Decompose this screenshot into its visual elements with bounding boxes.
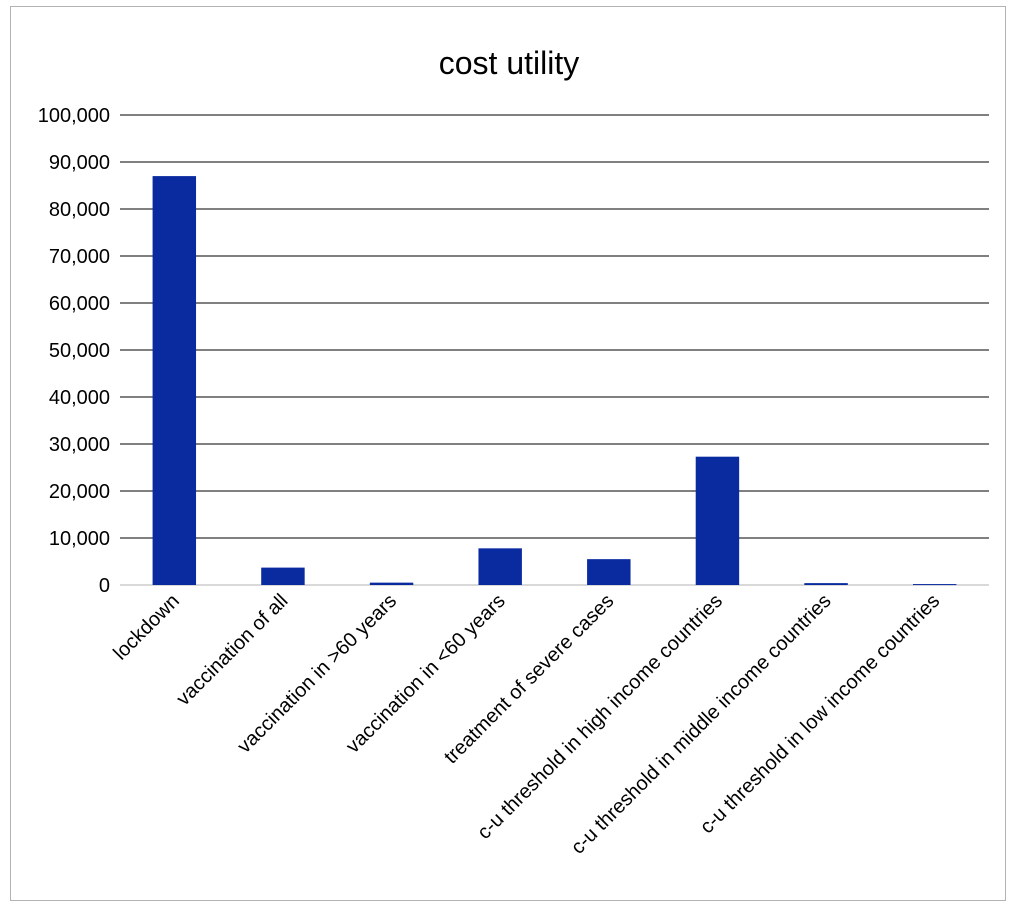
y-tick-label: 60,000 bbox=[49, 293, 110, 315]
y-tick-label: 50,000 bbox=[49, 340, 110, 362]
bar bbox=[369, 582, 414, 585]
y-tick-label: 100,000 bbox=[38, 105, 110, 127]
bar bbox=[804, 583, 848, 585]
y-tick-label: 70,000 bbox=[49, 246, 110, 268]
bar bbox=[261, 567, 305, 585]
y-tick-label: 0 bbox=[99, 575, 110, 597]
x-category-label: c-u threshold in high income countries bbox=[473, 590, 727, 844]
y-tick-label: 40,000 bbox=[49, 387, 110, 409]
y-axis-ticks: 0 10,000 20,000 30,000 40,000 50,000 60,000 70,… bbox=[38, 105, 110, 597]
bars bbox=[152, 176, 957, 586]
bar bbox=[912, 584, 957, 586]
chart-title: cost utility bbox=[439, 45, 579, 81]
bar bbox=[587, 559, 631, 585]
x-category-label: vaccination of all bbox=[172, 590, 292, 710]
bar bbox=[695, 456, 740, 585]
y-tick-label: 10,000 bbox=[49, 528, 110, 550]
x-category-label: lockdown bbox=[109, 590, 184, 665]
y-tick-label: 80,000 bbox=[49, 199, 110, 221]
x-category-label: c-u threshold in low income countries bbox=[696, 590, 944, 838]
gridlines bbox=[120, 114, 989, 586]
y-tick-label: 20,000 bbox=[49, 481, 110, 503]
y-tick-label: 30,000 bbox=[49, 434, 110, 456]
y-tick-label: 90,000 bbox=[49, 152, 110, 174]
bar bbox=[478, 548, 522, 585]
bar bbox=[152, 176, 197, 585]
